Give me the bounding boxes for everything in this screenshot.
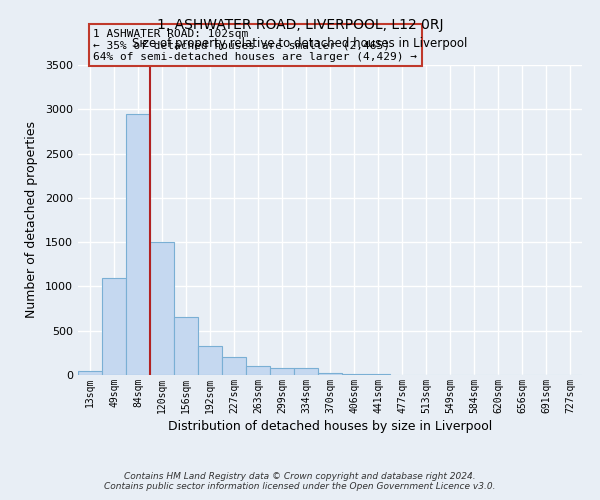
Text: 1, ASHWATER ROAD, LIVERPOOL, L12 0RJ: 1, ASHWATER ROAD, LIVERPOOL, L12 0RJ — [157, 18, 443, 32]
Text: 1 ASHWATER ROAD: 102sqm
← 35% of detached houses are smaller (2,465)
64% of semi: 1 ASHWATER ROAD: 102sqm ← 35% of detache… — [93, 28, 417, 62]
Bar — [270, 368, 294, 375]
Bar — [102, 278, 126, 375]
Bar — [78, 370, 102, 375]
Bar — [174, 318, 198, 375]
Bar — [222, 358, 246, 375]
Bar — [366, 374, 390, 375]
Text: Size of property relative to detached houses in Liverpool: Size of property relative to detached ho… — [133, 38, 467, 51]
Bar — [198, 346, 222, 375]
Text: Contains HM Land Registry data © Crown copyright and database right 2024.: Contains HM Land Registry data © Crown c… — [124, 472, 476, 481]
Text: Contains public sector information licensed under the Open Government Licence v3: Contains public sector information licen… — [104, 482, 496, 491]
Bar — [126, 114, 150, 375]
X-axis label: Distribution of detached houses by size in Liverpool: Distribution of detached houses by size … — [168, 420, 492, 433]
Bar — [318, 372, 342, 375]
Bar — [150, 242, 174, 375]
Bar — [246, 366, 270, 375]
Bar — [294, 368, 318, 375]
Bar — [342, 374, 366, 375]
Y-axis label: Number of detached properties: Number of detached properties — [25, 122, 38, 318]
